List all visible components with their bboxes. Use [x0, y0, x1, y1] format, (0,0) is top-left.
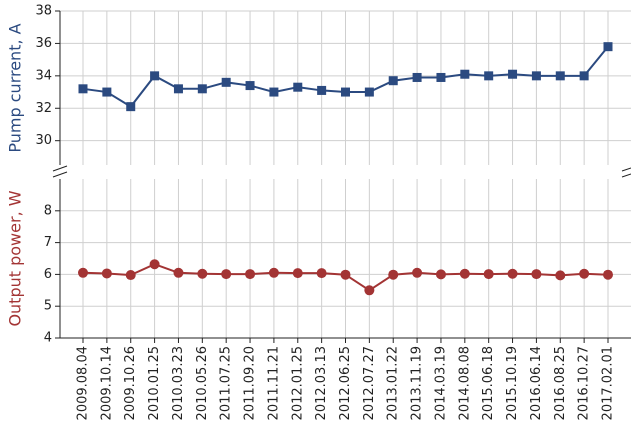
y-tick-label: 30 [35, 133, 52, 148]
marker [292, 268, 303, 279]
marker [197, 84, 207, 94]
marker [125, 270, 136, 281]
marker [531, 269, 542, 280]
marker [293, 82, 303, 92]
marker [101, 268, 112, 279]
marker [221, 77, 231, 87]
marker [197, 268, 208, 279]
marker [341, 87, 350, 97]
y-axis-label: Output power, W [6, 190, 25, 326]
x-tick-label: 2014.03.19 [433, 346, 448, 420]
y-axis-label: Pump current, A [6, 23, 25, 152]
marker [364, 87, 374, 97]
x-tick-label: 2011.09.20 [243, 346, 258, 420]
marker [245, 81, 255, 91]
marker [150, 71, 160, 81]
x-tick-label: 2009.10.26 [123, 346, 138, 420]
x-tick-label: 2012.01.25 [290, 346, 305, 420]
x-tick-label: 2009.08.04 [76, 346, 91, 420]
y-tick-label: 7 [44, 235, 52, 250]
marker [603, 42, 613, 52]
x-tick-label: 2017.02.01 [601, 346, 616, 420]
marker [340, 269, 351, 280]
marker [173, 267, 184, 278]
marker [269, 87, 279, 97]
marker [555, 270, 566, 281]
marker [245, 269, 256, 280]
marker [531, 71, 541, 81]
marker [364, 285, 375, 296]
marker [412, 267, 423, 278]
x-tick-label: 2013.01.22 [386, 346, 401, 420]
marker [412, 72, 422, 82]
x-tick-label: 2016.08.25 [553, 346, 568, 420]
x-tick-label: 2010.05.26 [195, 346, 210, 420]
marker [508, 69, 518, 79]
marker [221, 269, 232, 280]
marker [388, 269, 399, 280]
x-tick-label: 2012.06.25 [338, 346, 353, 420]
x-tick-label: 2016.10.27 [577, 346, 592, 420]
x-tick-label: 2015.10.19 [505, 346, 520, 420]
marker [78, 84, 88, 94]
x-tick-label: 2011.07.25 [219, 346, 234, 420]
marker [483, 269, 494, 280]
y-tick-label: 4 [44, 331, 52, 346]
x-tick-label: 2014.08.08 [457, 346, 472, 420]
marker [388, 76, 398, 86]
y-tick-label: 32 [35, 101, 52, 116]
y-tick-label: 6 [44, 267, 52, 282]
x-tick-label: 2013.11.19 [410, 346, 425, 420]
marker [579, 268, 590, 279]
marker [436, 72, 446, 82]
x-tick-label: 2010.03.23 [171, 346, 186, 420]
marker [603, 269, 613, 280]
marker [459, 268, 470, 279]
marker [102, 87, 112, 97]
x-tick-label: 2012.03.13 [314, 346, 329, 420]
x-tick-label: 2011.11.21 [266, 346, 281, 420]
y-tick-label: 34 [35, 68, 52, 83]
marker [460, 69, 470, 79]
marker [579, 71, 589, 81]
y-tick-label: 38 [35, 4, 52, 19]
marker [78, 267, 88, 278]
marker [268, 267, 279, 278]
marker [484, 71, 494, 81]
marker [316, 268, 327, 279]
x-tick-label: 2010.01.25 [147, 346, 162, 420]
axis-break [52, 165, 631, 178]
y-tick-label: 8 [44, 203, 52, 218]
marker [173, 84, 183, 94]
x-tick-label: 2012.07.27 [362, 346, 377, 420]
marker [435, 269, 446, 280]
marker [126, 102, 136, 112]
y-tick-label: 36 [35, 36, 52, 51]
marker [507, 268, 518, 279]
y-tick-label: 5 [44, 299, 52, 314]
x-tick-label: 2009.10.14 [99, 346, 114, 420]
marker [149, 259, 160, 270]
x-tick-label: 2016.06.14 [529, 346, 544, 420]
marker [317, 85, 327, 95]
x-tick-label: 2015.06.18 [481, 346, 496, 420]
marker [555, 71, 565, 81]
